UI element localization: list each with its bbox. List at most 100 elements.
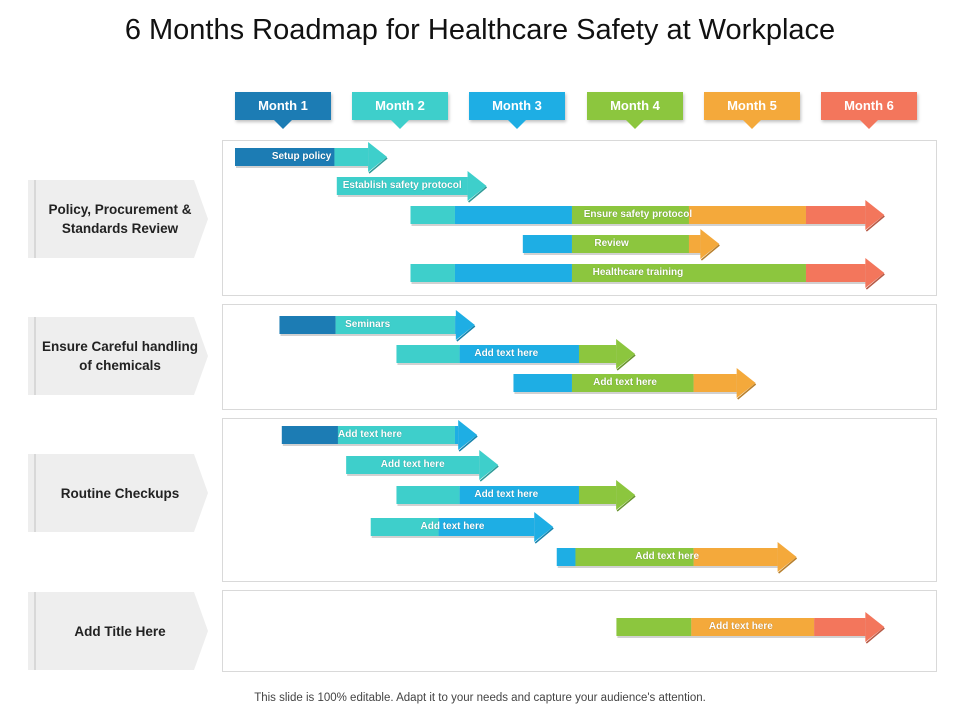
month-label: Month 6 <box>844 98 894 113</box>
task-segment <box>459 345 579 363</box>
arrow-head <box>865 258 885 288</box>
section-label-checkups: Routine Checkups <box>28 454 208 532</box>
arrow-head <box>467 171 487 201</box>
month-pointer <box>274 120 292 129</box>
arrow-head-shadow <box>700 244 720 261</box>
task-label: Ensure safety protocol <box>583 209 693 220</box>
task-arrow <box>522 229 720 261</box>
task-segment <box>805 264 866 282</box>
arrow-head-shadow <box>479 465 499 482</box>
month-pointer <box>391 120 409 129</box>
task-segment <box>454 316 456 334</box>
task-segment <box>693 374 737 392</box>
month-pointer <box>626 120 644 129</box>
task-segment <box>336 177 468 195</box>
task-arrow <box>396 339 636 371</box>
month-pointer <box>743 120 761 129</box>
task-segment <box>805 206 866 224</box>
section-title: Routine Checkups <box>60 485 180 501</box>
month-label: Month 5 <box>727 98 777 113</box>
arrow-head <box>865 200 885 230</box>
task-arrow <box>396 480 636 512</box>
section-label-policy: Policy, Procurement & Standards Review <box>28 180 208 258</box>
task-segment <box>335 316 455 334</box>
month-tag-4: Month 4 <box>587 92 683 129</box>
month-pointer <box>508 120 526 129</box>
label-card-shape <box>28 317 208 395</box>
task-label: Seminars <box>345 319 391 330</box>
arrow-head-shadow <box>458 435 478 452</box>
page-title: 6 Months Roadmap for Healthcare Safety a… <box>124 14 836 46</box>
task-segment <box>578 486 617 504</box>
arrow-head <box>616 480 636 510</box>
task-label: Add text here <box>338 429 402 440</box>
month-label: Month 3 <box>492 98 542 113</box>
task-arrow <box>616 612 885 644</box>
arrow-head-shadow <box>865 273 885 290</box>
task-segment <box>281 426 338 444</box>
task-arrow <box>336 171 488 203</box>
task-arrow <box>556 542 798 574</box>
task-segment <box>571 235 689 253</box>
task-label: Add text here <box>474 489 539 500</box>
arrow-head-shadow <box>865 627 885 644</box>
arrow-head <box>736 368 756 398</box>
task-segment <box>396 345 460 363</box>
month-tag-1: Month 1 <box>235 92 331 129</box>
task-segment <box>575 548 694 566</box>
task-arrow <box>370 512 554 544</box>
task-label: Add text here <box>420 521 485 532</box>
footer-note: This slide is 100% editable. Adapt it to… <box>254 692 706 704</box>
task-label: Healthcare training <box>592 267 684 278</box>
task-segment <box>522 235 572 253</box>
arrow-head-shadow <box>616 354 636 371</box>
arrow-head <box>534 512 554 542</box>
task-label: Review <box>594 238 629 249</box>
task-segment <box>454 426 459 444</box>
arrow-head <box>865 612 885 642</box>
task-segment <box>814 618 866 636</box>
task-label: Setup policy <box>271 151 332 162</box>
arrow-head <box>458 420 478 450</box>
arrow-head-shadow <box>778 557 798 574</box>
task-segment <box>571 264 806 282</box>
label-card-shape <box>28 454 208 532</box>
task-segment <box>370 518 439 536</box>
task-segment <box>279 316 336 334</box>
month-tag-5: Month 5 <box>704 92 800 129</box>
task-arrow <box>279 310 476 342</box>
arrow-head-shadow <box>865 215 885 232</box>
task-segment <box>337 426 455 444</box>
arrow-head-shadow <box>737 383 757 400</box>
month-tag-3: Month 3 <box>469 92 565 129</box>
month-tag-6: Month 6 <box>821 92 917 129</box>
section-title: Add Title Here <box>74 623 166 639</box>
arrow-head <box>616 339 636 369</box>
task-label: Add text here <box>380 459 445 470</box>
arrow-head <box>455 310 475 340</box>
section-title: Ensure Careful handling of chemicals <box>41 339 199 373</box>
task-label: Add text here <box>635 551 700 562</box>
section-title: Policy, Procurement & Standards Review <box>48 202 192 236</box>
task-segment <box>578 345 617 363</box>
task-segment <box>454 206 572 224</box>
arrow-head-shadow <box>456 325 476 342</box>
arrow-head-shadow <box>534 527 554 544</box>
label-card-shape <box>28 180 208 258</box>
month-label: Month 4 <box>610 98 660 113</box>
section-label-chemicals: Ensure Careful handling of chemicals <box>28 317 208 395</box>
section-label-add-title: Add Title Here <box>28 592 208 670</box>
arrow-head <box>368 142 388 172</box>
task-label: Add text here <box>474 348 539 359</box>
arrow-head-shadow <box>368 157 388 174</box>
task-segment <box>688 235 701 253</box>
task-segment <box>334 148 369 166</box>
task-segment <box>571 374 694 392</box>
task-arrow <box>281 420 478 452</box>
task-segment <box>693 548 778 566</box>
task-segment <box>396 486 460 504</box>
task-segment <box>688 206 806 224</box>
arrow-head-shadow <box>468 186 488 203</box>
task-arrow <box>410 258 885 290</box>
